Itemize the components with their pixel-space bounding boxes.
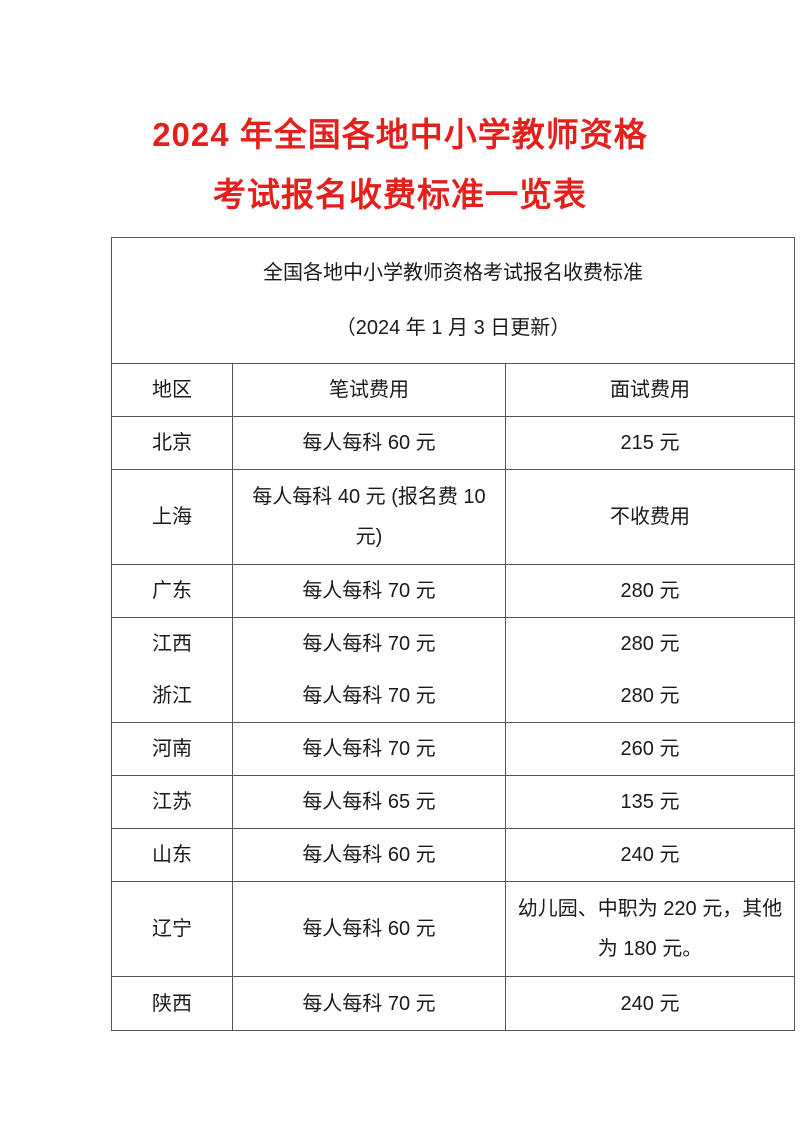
region-cell: 河南 [112, 723, 233, 775]
table-row: 北京 每人每科 60 元 215 元 [112, 417, 794, 470]
table-header-row: 地区 笔试费用 面试费用 [112, 364, 794, 417]
title-line-1: 2024 年全国各地中小学教师资格 [152, 116, 648, 153]
interview-fee-cell: 135 元 [620, 791, 680, 813]
region-cell: 江西 [112, 618, 233, 670]
table-row: 山东 每人每科 60 元 240 元 [112, 829, 794, 882]
interview-fee-cell: 280 元 [620, 580, 680, 602]
table-row: 江西 每人每科 70 元 280 元 [112, 618, 794, 670]
table-row: 广东 每人每科 70 元 280 元 [112, 565, 794, 618]
table-row: 辽宁 每人每科 60 元幼儿园、中职为 220 元，其他为 180 元。 [112, 882, 794, 977]
region-cell: 广东 [112, 565, 233, 617]
interview-fee-cell: 280 元 [620, 633, 680, 655]
region-cell: 辽宁 [112, 882, 233, 976]
interview-fee-cell: 不收费用 [610, 506, 690, 528]
written-fee-cell: 每人每科 70 元 [233, 723, 506, 775]
interview-fee-cell: 240 元 [620, 992, 680, 1015]
written-fee-cell: 每人每科 70 元 [233, 618, 506, 670]
table-row: 浙江 每人每科 70 元 280 元 [112, 670, 794, 723]
region-cell: 浙江 [112, 670, 233, 722]
table-row: 上海 每人每科 40 元 (报名费 10 元) 不收费用 [112, 470, 794, 565]
interview-fee-cell: 260 元 [620, 738, 680, 760]
title-line-2: 考试报名收费标准一览表 [213, 176, 587, 213]
region-cell: 上海 [112, 470, 233, 564]
written-fee-cell: 每人每科 70 元 [233, 565, 506, 617]
region-cell: 江苏 [112, 776, 233, 828]
table-row: 河南 每人每科 70 元 260 元 [112, 723, 794, 776]
interview-fee-cell: 280 元 [620, 685, 680, 707]
fee-table: 全国各地中小学教师资格考试报名收费标准 （2024 年 1 月 3 日更新） 地… [111, 237, 795, 1031]
interview-fee-cell: 240 元 [620, 844, 680, 866]
written-fee-cell: 每人每科 60 元 [233, 882, 506, 976]
written-fee-cell: 每人每科 60 元 [233, 829, 506, 881]
header-region: 地区 [112, 364, 233, 416]
written-fee-cell: 每人每科 70 元 [233, 977, 506, 1030]
written-fee-cell: 每人每科 65 元 [233, 776, 506, 828]
header-interview-fee: 面试费用 [610, 379, 690, 401]
region-cell: 北京 [112, 417, 233, 469]
interview-fee-cell: 幼儿园、中职为 220 元，其他为 180 元。 [517, 898, 783, 960]
header-written-fee: 笔试费用 [233, 364, 506, 416]
written-fee-cell: 每人每科 60 元 [233, 417, 506, 469]
table-row: 陕西 每人每科 70 元 240 元 [112, 977, 794, 1030]
caption-updated: （2024 年 1 月 3 日更新） [335, 317, 571, 339]
region-cell: 山东 [112, 829, 233, 881]
interview-fee-cell: 215 元 [620, 432, 680, 454]
table-caption: 全国各地中小学教师资格考试报名收费标准 （2024 年 1 月 3 日更新） [112, 238, 794, 364]
caption-title: 全国各地中小学教师资格考试报名收费标准 [263, 262, 643, 284]
written-fee-cell: 每人每科 70 元 [233, 670, 506, 722]
table-row: 江苏 每人每科 65 元 135 元 [112, 776, 794, 829]
written-fee-cell: 每人每科 40 元 (报名费 10 元) [233, 470, 506, 564]
region-cell: 陕西 [112, 977, 233, 1030]
